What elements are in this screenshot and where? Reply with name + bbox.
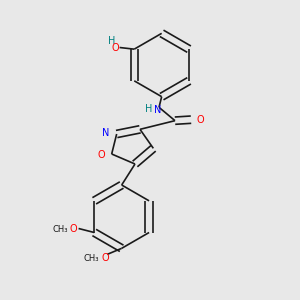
Text: CH₃: CH₃ [52,225,68,234]
Text: H: H [145,104,153,114]
Text: O: O [111,43,119,53]
Text: O: O [98,150,106,160]
Text: CH₃: CH₃ [84,254,99,263]
Text: N: N [102,128,110,138]
Text: N: N [154,105,161,115]
Text: O: O [101,253,109,263]
Text: O: O [70,224,77,233]
Text: H: H [108,37,116,46]
Text: O: O [196,115,204,125]
